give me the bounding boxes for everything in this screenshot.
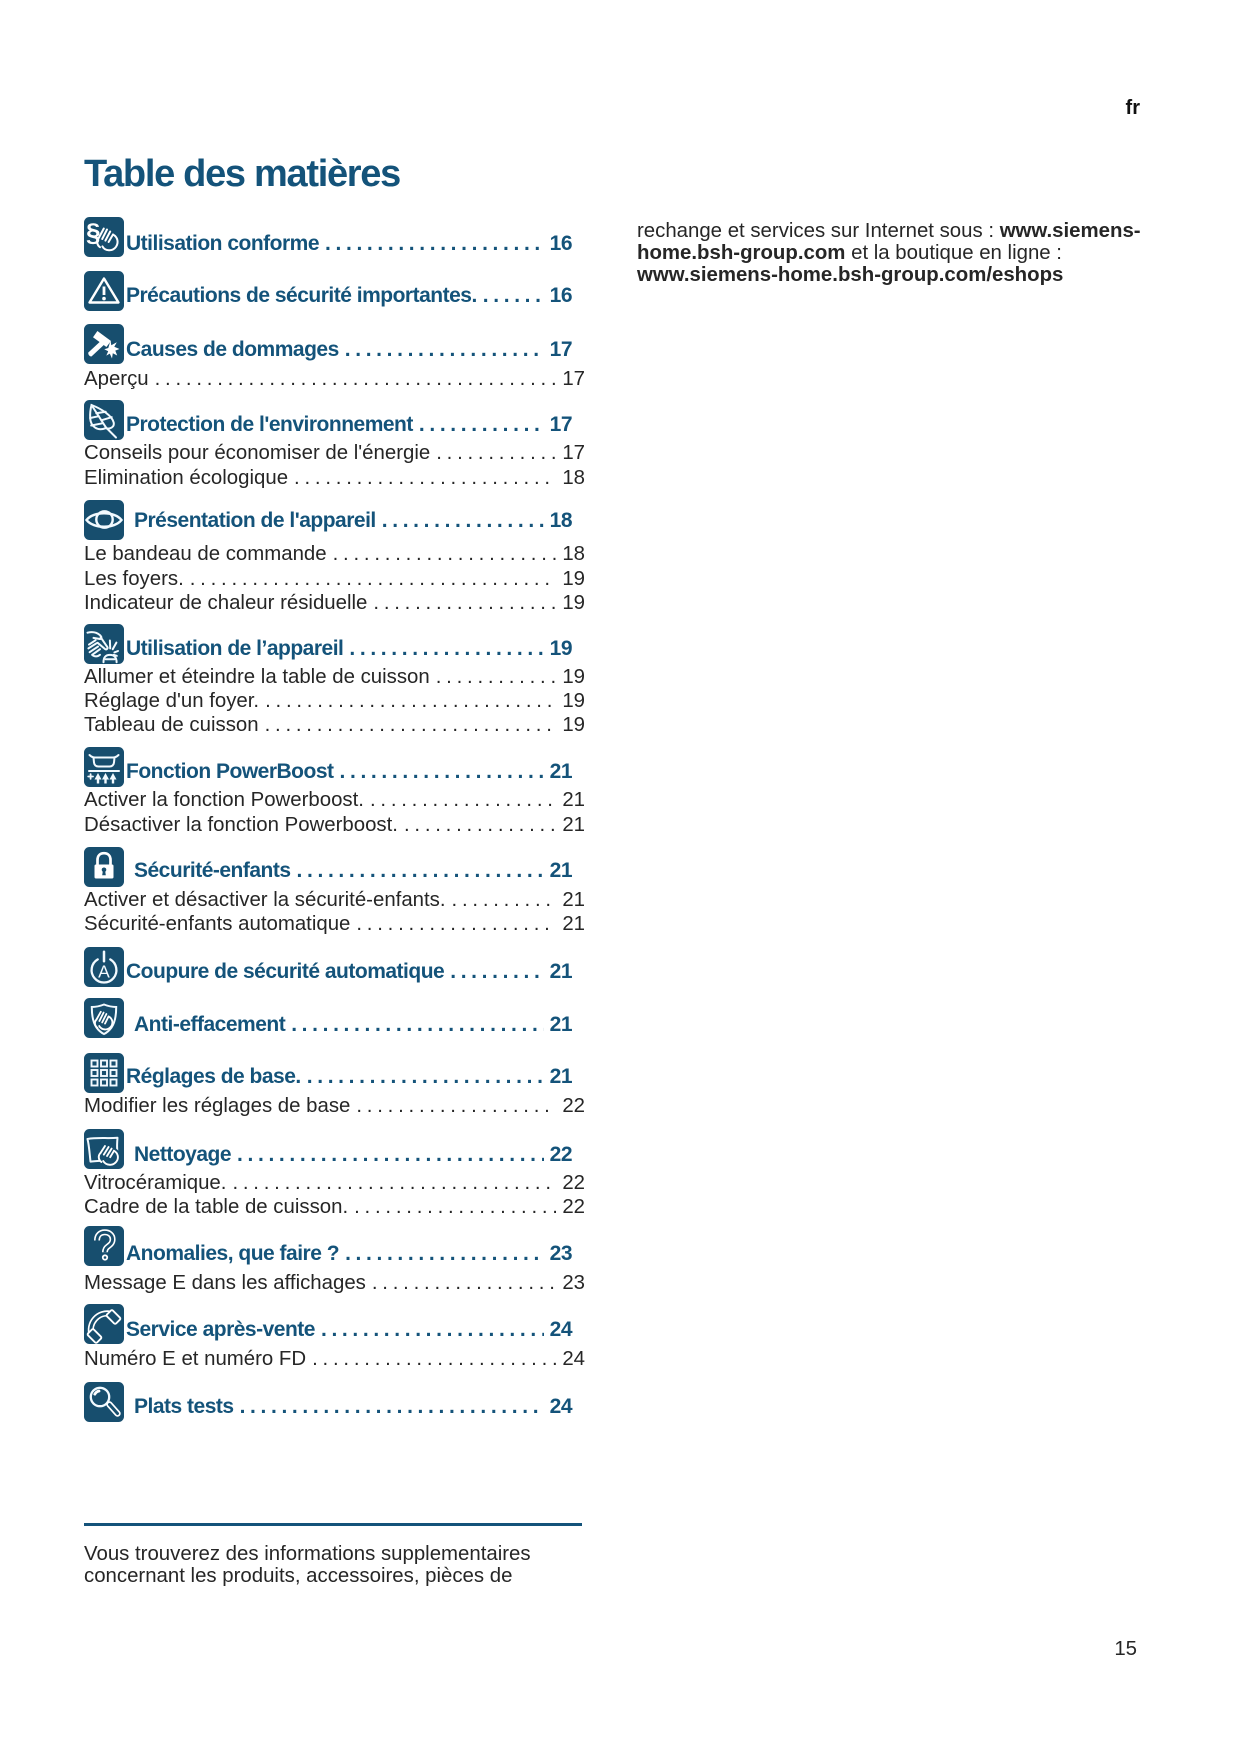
svg-text:A: A <box>98 962 110 982</box>
